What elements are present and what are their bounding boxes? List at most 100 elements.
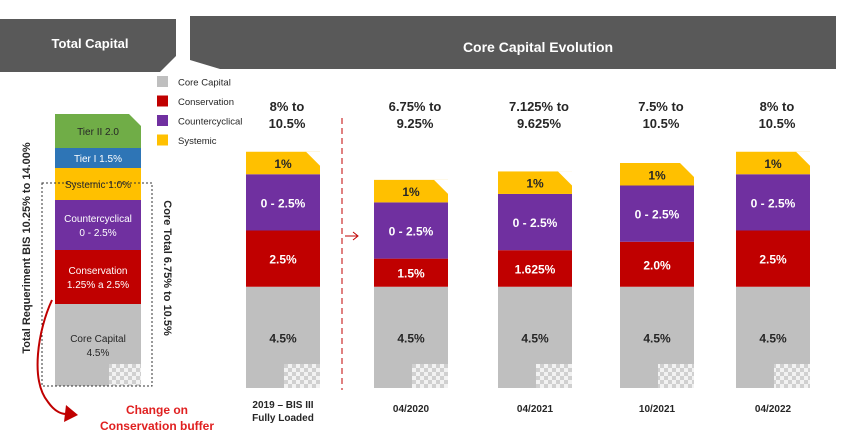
- bar-texture: [536, 364, 572, 388]
- bar-total-label: 9.25%: [397, 116, 434, 131]
- bar-value-label: 0 - 2.5%: [635, 208, 680, 222]
- legend: Core Capital Conservation Countercyclical S…: [157, 76, 242, 147]
- annotation-line-1: Change on: [126, 403, 188, 417]
- bar-texture: [658, 364, 694, 388]
- bar-value-label: 4.5%: [521, 331, 549, 345]
- total-requirement-label: Total Requeriment BIS 10.25% to 14.00%: [21, 142, 33, 354]
- bar-total-label: 9.625%: [517, 116, 562, 131]
- bar-segment-countercyclical: [736, 174, 810, 231]
- total-segment-label: Countercyclical: [64, 214, 132, 225]
- bar-value-label: 4.5%: [759, 331, 787, 345]
- bar-texture: [774, 364, 810, 388]
- bar-total-label: 10.5%: [643, 116, 680, 131]
- bar-value-label: 0 - 2.5%: [389, 225, 434, 239]
- legend-swatch: [157, 95, 168, 107]
- bar-value-label: 0 - 2.5%: [513, 216, 558, 230]
- bar-texture: [412, 364, 448, 388]
- bar-segment-systemic: [620, 163, 694, 186]
- total-segment-label: 0 - 2.5%: [79, 228, 116, 239]
- total-segment-label: Tier I 1.5%: [74, 154, 122, 165]
- total-segment: [55, 148, 141, 168]
- core-total-bracket: [41, 182, 153, 387]
- total-segment-label: 1.25% a 2.5%: [67, 280, 129, 291]
- bar-segment-conservation: [246, 230, 320, 287]
- bar-fold-corner: [434, 179, 448, 194]
- bar-value-label: 2.0%: [643, 258, 671, 272]
- bar-segment-systemic: [498, 171, 572, 194]
- conservation-change-arrow: [36, 299, 67, 415]
- total-segment: [55, 114, 141, 148]
- bar-value-label: 4.5%: [397, 331, 425, 345]
- bar-segment-conservation: [498, 250, 572, 287]
- total-segment-label: Conservation: [69, 266, 128, 277]
- bar-value-label: 1%: [648, 168, 666, 182]
- bar-segment-systemic: [246, 151, 320, 175]
- legend-label: Countercyclical: [178, 117, 242, 128]
- bar-segment-conservation: [736, 230, 810, 287]
- bar-total-label: 6.75% to: [389, 99, 442, 114]
- total-segment-label: 4.5%: [87, 348, 110, 359]
- bar-fold-corner: [796, 151, 810, 166]
- bar-segment-countercyclical: [620, 185, 694, 242]
- core-total-label: Core Total 6.75% to 10.5%: [161, 200, 173, 336]
- bar-total-label: 10.5%: [269, 116, 306, 131]
- core-evolution-banner: [190, 16, 836, 69]
- legend-swatch: [157, 134, 168, 146]
- bar-total-label: 7.125% to: [509, 99, 569, 114]
- total-segment-label: Tier II 2.0: [77, 127, 119, 138]
- legend-label: Core Capital: [178, 78, 231, 89]
- category-label: 10/2021: [639, 404, 676, 415]
- bar-value-label: 1%: [764, 157, 782, 171]
- bar-fold-corner: [558, 171, 572, 186]
- legend-swatch: [157, 115, 168, 126]
- total-segment: [55, 250, 141, 304]
- bar-texture: [284, 364, 320, 388]
- core-evolution-title: Core Capital Evolution: [463, 39, 613, 55]
- legend-label: Systemic: [178, 136, 217, 147]
- bar-segment-countercyclical: [246, 174, 320, 231]
- annotation-line-2: Conservation buffer: [100, 419, 214, 433]
- bar-value-label: 1.5%: [397, 267, 425, 281]
- bar-segment-countercyclical: [498, 193, 572, 251]
- total-capital-banner: [0, 19, 176, 72]
- evolution-bars: 4.5% 2.5% 0 - 2.5% 1% 8% to 10.5% 2019 – BIS I…: [246, 99, 810, 424]
- bar-total-label: 8% to: [760, 99, 795, 114]
- fold-corner: [129, 114, 141, 126]
- bar-value-label: 4.5%: [269, 331, 297, 345]
- category-label: 2019 – BIS III: [252, 400, 313, 411]
- bar-value-label: 2.5%: [759, 253, 787, 267]
- legend-swatch: [157, 76, 168, 87]
- bar-segment-conservation: [374, 258, 448, 287]
- arrow-head: [64, 405, 78, 422]
- bar-fold-corner: [680, 163, 694, 177]
- total-capital-title: Total Capital: [51, 36, 128, 51]
- bar-total-label: 7.5% to: [638, 99, 684, 114]
- category-label: 04/2021: [517, 404, 554, 415]
- total-segment-label: Core Capital: [70, 334, 126, 345]
- category-label: Fully Loaded: [252, 413, 314, 424]
- bar-value-label: 1%: [526, 177, 544, 191]
- bar-value-label: 0 - 2.5%: [751, 196, 796, 210]
- bar-value-label: 1.625%: [515, 262, 556, 276]
- total-segment: [55, 200, 141, 250]
- total-segment: [55, 168, 141, 200]
- bar-segment-systemic: [374, 179, 448, 203]
- category-label: 04/2022: [755, 404, 792, 415]
- bar-total-label: 10.5%: [759, 116, 796, 131]
- bar-value-label: 1%: [402, 185, 420, 199]
- total-segment-label: Systemic 1.0%: [65, 180, 131, 191]
- segment-texture: [109, 364, 141, 386]
- bar-segment-countercyclical: [374, 202, 448, 259]
- small-red-arrow: [345, 231, 359, 241]
- legend-label: Conservation: [178, 97, 234, 108]
- total-capital-stack: Core Capital 4.5% Conservation 1.25% a 2.5%…: [55, 114, 141, 386]
- bar-total-label: 8% to: [270, 99, 305, 114]
- bar-value-label: 2.5%: [269, 253, 297, 267]
- bar-fold-corner: [306, 151, 320, 166]
- bar-value-label: 4.5%: [643, 331, 671, 345]
- category-label: 04/2020: [393, 404, 430, 415]
- bar-segment-systemic: [736, 151, 810, 175]
- bar-value-label: 0 - 2.5%: [261, 196, 306, 210]
- bar-segment-conservation: [620, 241, 694, 287]
